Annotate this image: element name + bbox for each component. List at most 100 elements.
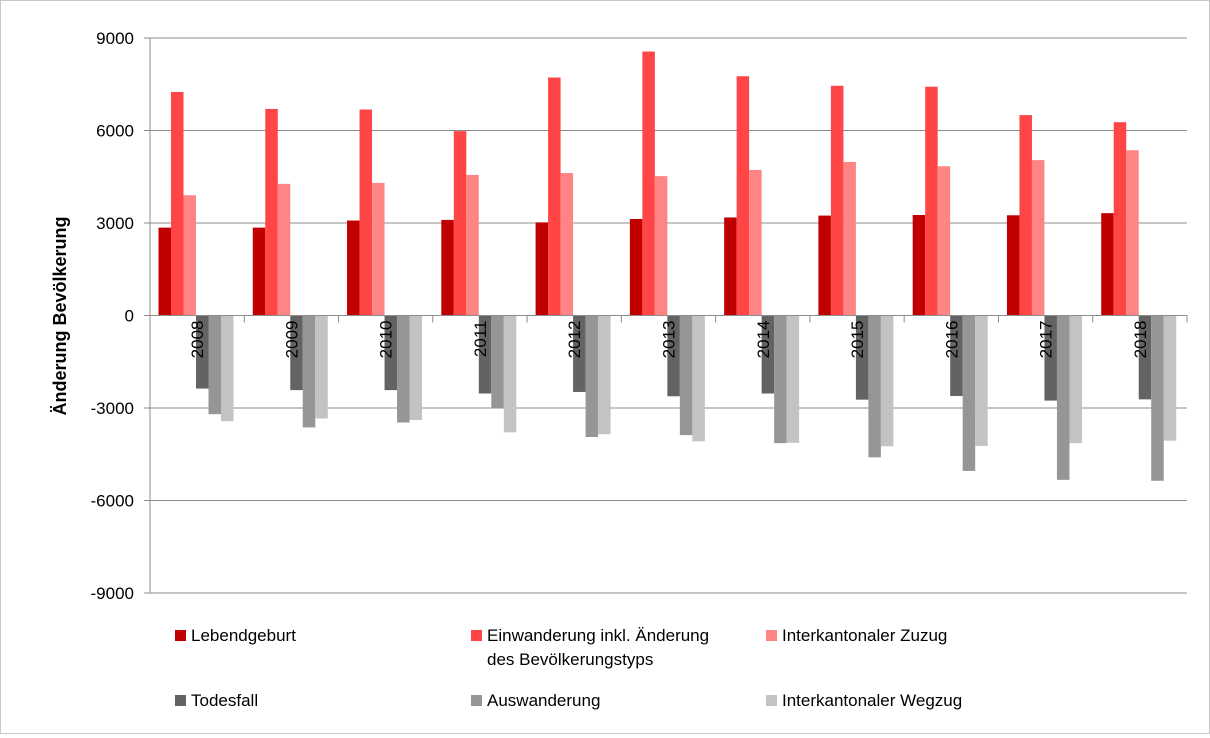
legend-swatch — [471, 630, 482, 641]
legend-label: Interkantonaler Zuzug — [782, 626, 947, 645]
bar — [1006, 215, 1020, 316]
bar — [786, 315, 800, 443]
x-tick-label: 2016 — [942, 321, 961, 359]
bar — [548, 77, 561, 316]
bar — [937, 166, 951, 316]
x-tick-label: 2014 — [754, 321, 773, 359]
bar — [880, 315, 894, 447]
y-tick-label: 3000 — [96, 214, 134, 233]
bar — [221, 315, 234, 422]
bar — [409, 315, 423, 421]
x-tick-label: 2009 — [282, 321, 301, 359]
bar — [724, 217, 737, 316]
bar — [962, 315, 976, 471]
legend-label: Interkantonaler Wegzug — [782, 691, 962, 710]
bar — [302, 315, 316, 428]
bar — [679, 315, 693, 436]
bar — [535, 222, 549, 316]
bar — [774, 315, 787, 444]
bar — [1163, 315, 1177, 441]
bar — [912, 214, 926, 316]
legend-label: Einwanderung inkl. Änderung — [487, 626, 709, 645]
bar — [252, 227, 266, 316]
bar — [466, 174, 479, 316]
y-tick-label: 6000 — [96, 122, 134, 141]
legend-label: Auswanderung — [487, 691, 600, 710]
x-tick-label: 2012 — [565, 321, 584, 359]
legend-label: Todesfall — [191, 691, 258, 710]
bar — [491, 315, 504, 409]
legend-item: Auswanderung — [471, 691, 600, 710]
x-tick-label: 2010 — [377, 321, 396, 359]
legend-label: Lebendgeburt — [191, 626, 296, 645]
bar — [629, 218, 643, 316]
bar — [843, 161, 856, 316]
bar — [975, 315, 988, 446]
legend-item: Lebendgeburt — [175, 626, 296, 645]
bar — [1113, 122, 1127, 316]
bar — [585, 315, 599, 437]
bar — [453, 131, 467, 316]
bar — [736, 76, 750, 316]
bar — [598, 315, 611, 435]
bar — [183, 195, 196, 316]
x-tick-labels: 2008 2009 2010 2011 2012 2013 2014 2015 2016 2017… — [188, 321, 1150, 359]
bar — [654, 176, 668, 316]
axes — [144, 37, 1188, 594]
bar — [1101, 213, 1114, 316]
bars — [158, 51, 1177, 481]
legend-label: des Bevölkerungstyps — [487, 650, 653, 669]
bar — [171, 91, 184, 316]
bar — [868, 315, 881, 458]
bar — [359, 109, 373, 316]
bar — [560, 173, 574, 316]
bar — [397, 315, 410, 423]
y-tick-label: 9000 — [96, 29, 134, 48]
bar — [315, 315, 328, 419]
bar — [1056, 315, 1070, 480]
bar — [692, 315, 705, 442]
bar — [1138, 315, 1152, 400]
bar — [1019, 115, 1032, 316]
x-tick-label: 2018 — [1131, 321, 1150, 359]
bar — [196, 315, 209, 389]
legend-swatch — [175, 695, 186, 706]
legend: Lebendgeburt Einwanderung inkl. Änderung d… — [175, 626, 962, 710]
bar — [818, 215, 831, 316]
legend-swatch — [175, 630, 186, 641]
bar — [761, 315, 775, 394]
legend-swatch — [766, 630, 777, 641]
bar — [573, 315, 586, 392]
bar — [1069, 315, 1082, 444]
y-tick-labels: 9000 6000 3000 0 -3000 -6000 -9000 — [91, 29, 134, 603]
bar — [1031, 160, 1045, 316]
bar — [1151, 315, 1164, 481]
bar — [208, 315, 221, 415]
legend-item: Interkantonaler Wegzug — [766, 691, 962, 710]
bar — [384, 315, 398, 391]
bar — [950, 315, 963, 396]
bar — [667, 315, 680, 397]
bar — [925, 86, 938, 316]
bar — [265, 108, 278, 316]
x-tick-label: 2017 — [1037, 321, 1056, 359]
y-axis-label: Änderung Bevölkerung — [50, 216, 70, 415]
y-tick-label: -3000 — [91, 399, 134, 418]
y-tick-label: 0 — [125, 307, 134, 326]
legend-item: Interkantonaler Zuzug — [766, 626, 947, 645]
legend-swatch — [766, 695, 777, 706]
bar — [478, 315, 492, 394]
bar — [1126, 150, 1139, 316]
x-tick-label: 2011 — [471, 321, 490, 358]
bar — [277, 183, 291, 316]
bar — [372, 182, 385, 316]
bar — [347, 220, 360, 316]
bar — [830, 85, 844, 316]
x-tick-label: 2013 — [660, 321, 679, 359]
bar — [503, 315, 517, 433]
x-tick-label: 2008 — [188, 321, 207, 359]
bar — [855, 315, 869, 400]
bar — [1044, 315, 1057, 401]
